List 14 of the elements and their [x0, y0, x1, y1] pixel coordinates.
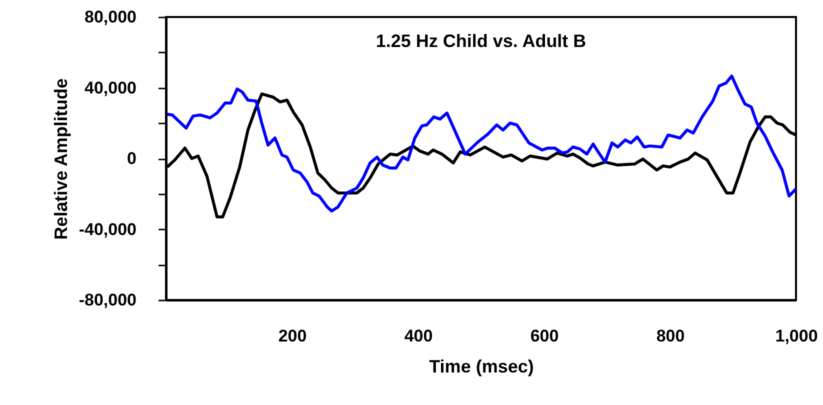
x-tick-label: 400	[404, 326, 433, 346]
y-axis-title: Relative Amplitude	[50, 78, 71, 240]
y-tick-label: 80,000	[84, 8, 136, 26]
y-tick-label: -40,000	[78, 220, 136, 239]
x-tick-label: 200	[278, 326, 307, 346]
x-tick-label: 800	[656, 326, 685, 346]
y-tick-label: 40,000	[84, 78, 136, 98]
x-tick-label: 600	[530, 326, 559, 346]
x-tick-label: 1,000	[775, 326, 818, 346]
x-axis-title: Time (msec)	[429, 356, 534, 376]
text: 1.25 Hz Child vs. Adult B	[376, 31, 586, 51]
y-tick-label: 0	[127, 149, 136, 168]
line-series	[166, 74, 796, 213]
y-tick-label: -80,000	[78, 290, 136, 310]
